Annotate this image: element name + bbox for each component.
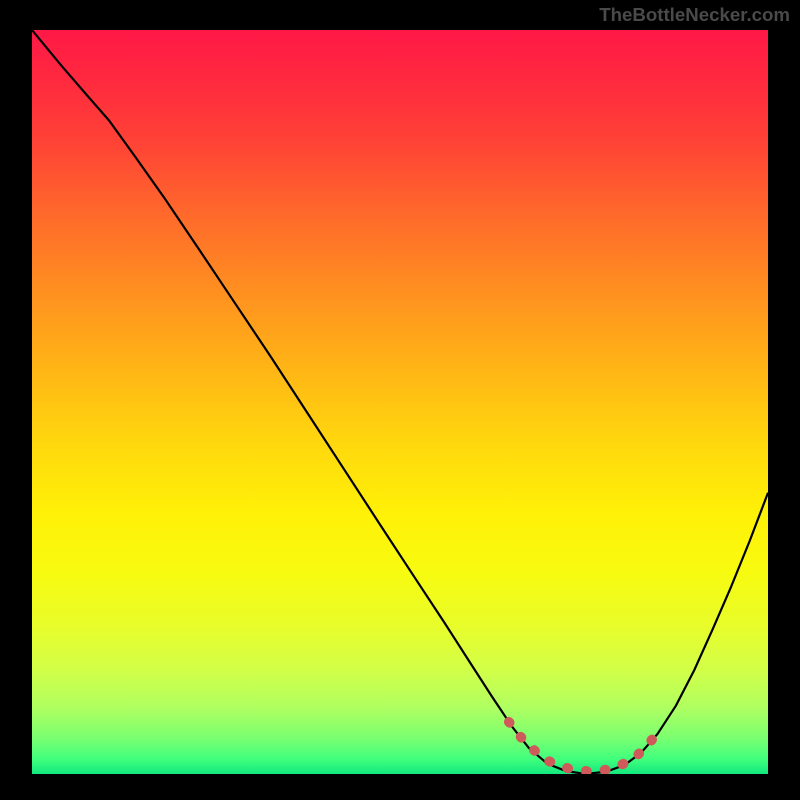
gradient-background: [32, 30, 768, 774]
attribution-text: TheBottleNecker.com: [599, 4, 790, 26]
chart-frame: TheBottleNecker.com: [0, 0, 800, 800]
bottleneck-chart: [32, 30, 768, 774]
